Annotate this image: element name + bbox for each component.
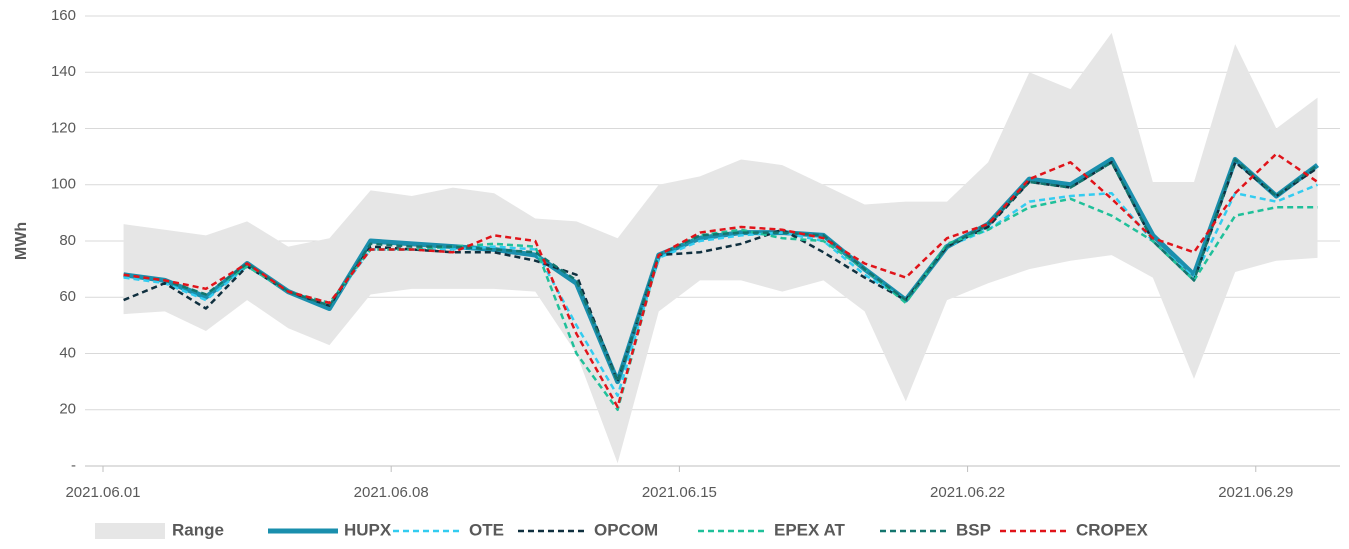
y-tick-label: 60	[59, 288, 76, 305]
legend-label: OPCOM	[594, 520, 658, 539]
y-tick-label: -	[71, 457, 76, 474]
legend-swatch	[95, 523, 165, 539]
x-tick-label: 2021.06.01	[65, 484, 140, 501]
y-tick-label: 80	[59, 232, 76, 249]
y-tick-label: 120	[51, 119, 76, 136]
legend-label: HUPX	[344, 520, 392, 539]
y-tick-label: 20	[59, 401, 76, 418]
x-tick-label: 2021.06.15	[642, 484, 717, 501]
series-line	[123, 156, 1320, 385]
legend-label: Range	[172, 520, 224, 539]
y-tick-label: 160	[51, 7, 76, 24]
y-tick-label: 140	[51, 63, 76, 80]
series-line	[123, 197, 1318, 411]
x-tick-label: 2021.06.08	[354, 484, 429, 501]
legend-label: CROPEX	[1076, 520, 1148, 539]
series-line	[123, 158, 1319, 383]
y-axis-label: MWh	[13, 222, 30, 260]
y-tick-label: 100	[51, 176, 76, 193]
x-tick-label: 2021.06.22	[930, 484, 1005, 501]
x-tick-label: 2021.06.29	[1218, 484, 1293, 501]
series-line	[123, 152, 1319, 409]
y-tick-label: 40	[59, 344, 76, 361]
legend-label: EPEX AT	[774, 520, 845, 539]
legend-label: BSP	[956, 520, 991, 539]
legend-label: OTE	[469, 520, 504, 539]
